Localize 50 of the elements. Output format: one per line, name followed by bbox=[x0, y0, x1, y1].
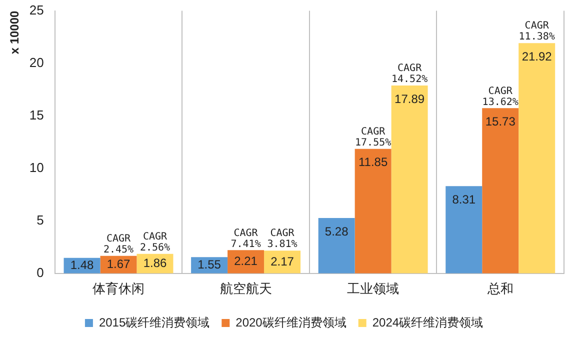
data-label: 1.55 bbox=[198, 258, 222, 272]
annotation: CAGR bbox=[361, 126, 386, 138]
bar bbox=[482, 108, 519, 274]
bar bbox=[446, 186, 482, 274]
x-tick-label: 航空航天 bbox=[220, 280, 272, 296]
bar bbox=[518, 43, 556, 274]
data-label: 5.28 bbox=[324, 224, 349, 238]
annotation: CAGR bbox=[142, 231, 168, 242]
y-axis-title: x 10000 bbox=[8, 10, 22, 54]
y-tick-label: 0 bbox=[36, 264, 44, 280]
annotation: 14.52% bbox=[392, 74, 428, 86]
data-label: 2.21 bbox=[234, 254, 258, 268]
annotation: 17.55% bbox=[355, 138, 392, 149]
data-label: 1.67 bbox=[106, 256, 131, 271]
annotation: 7.41% bbox=[230, 238, 261, 250]
y-tick-label: 20 bbox=[29, 54, 44, 70]
bar bbox=[264, 250, 301, 274]
y-tick-label: 5 bbox=[36, 212, 44, 228]
annotation: 11.38% bbox=[518, 32, 555, 43]
y-tick-label: 15 bbox=[29, 107, 44, 122]
data-label: 17.89 bbox=[394, 92, 425, 106]
annotation: CAGR bbox=[398, 63, 423, 74]
annotation: CAGR bbox=[106, 233, 132, 244]
data-label: 1.86 bbox=[143, 256, 167, 270]
legend-label: 2015碳纤维消费领域 bbox=[98, 315, 210, 330]
y-tick-label: 10 bbox=[29, 160, 44, 175]
data-label: 15.73 bbox=[485, 114, 516, 128]
bar bbox=[391, 85, 428, 274]
legend-label: 2020碳纤维消费领域 bbox=[236, 315, 346, 330]
x-tick-label: 体育休闲 bbox=[92, 280, 144, 296]
annotation: 2.56% bbox=[140, 242, 170, 254]
annotation: CAGR bbox=[488, 86, 514, 97]
annotation: CAGR bbox=[270, 228, 296, 240]
bar bbox=[228, 250, 264, 274]
annotation: 2.45% bbox=[103, 244, 134, 256]
y-tick-label: 25 bbox=[29, 2, 44, 18]
bar bbox=[354, 148, 392, 274]
annotation: CAGR bbox=[524, 20, 550, 32]
annotation: 13.62% bbox=[482, 96, 518, 108]
x-tick-label: 总和 bbox=[486, 280, 514, 296]
data-label: 11.85 bbox=[358, 155, 388, 170]
legend-label: 2024碳纤维消费领域 bbox=[372, 315, 484, 330]
data-label: 1.48 bbox=[70, 258, 94, 272]
annotation: 3.81% bbox=[267, 239, 298, 250]
bar bbox=[318, 218, 355, 274]
data-label: 2.17 bbox=[270, 254, 294, 268]
data-label: 8.31 bbox=[452, 192, 476, 206]
annotation: CAGR bbox=[234, 228, 259, 239]
data-label: 21.92 bbox=[522, 49, 552, 64]
x-tick-label: 工业领域 bbox=[347, 280, 400, 296]
